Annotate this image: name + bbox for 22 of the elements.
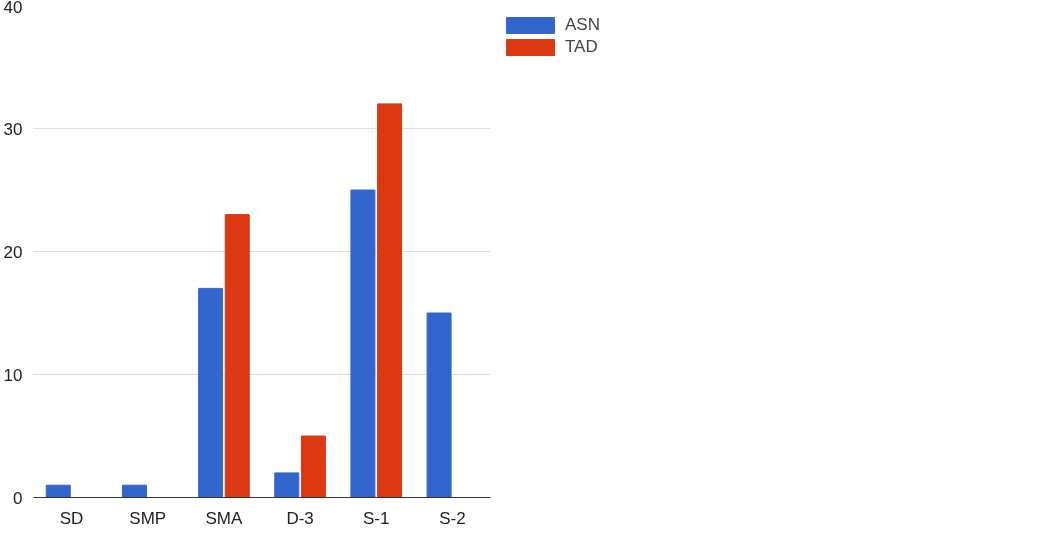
- bar: [300, 435, 326, 498]
- bar: [198, 287, 224, 498]
- bar: [274, 472, 300, 498]
- y-tick-label: 20: [3, 242, 23, 262]
- x-tick-label: SMP: [129, 508, 167, 528]
- x-tick-label: SD: [59, 508, 84, 528]
- bar: [350, 189, 376, 498]
- bar: [45, 484, 71, 498]
- bar: [377, 103, 403, 498]
- legend-label: ASN: [565, 15, 600, 35]
- bar: [121, 484, 147, 498]
- bar: [224, 214, 250, 498]
- bar: [426, 312, 452, 498]
- x-tick-label: D-3: [286, 508, 314, 528]
- x-tick-label: SMA: [205, 508, 243, 528]
- legend-label: TAD: [565, 37, 598, 57]
- x-tick-label: S-2: [439, 508, 466, 528]
- y-tick-label: 10: [3, 365, 23, 385]
- y-tick-label: 0: [13, 488, 23, 508]
- y-tick-label: 30: [3, 119, 23, 139]
- x-tick-label: S-1: [363, 508, 390, 528]
- y-tick-label: 40: [3, 0, 23, 17]
